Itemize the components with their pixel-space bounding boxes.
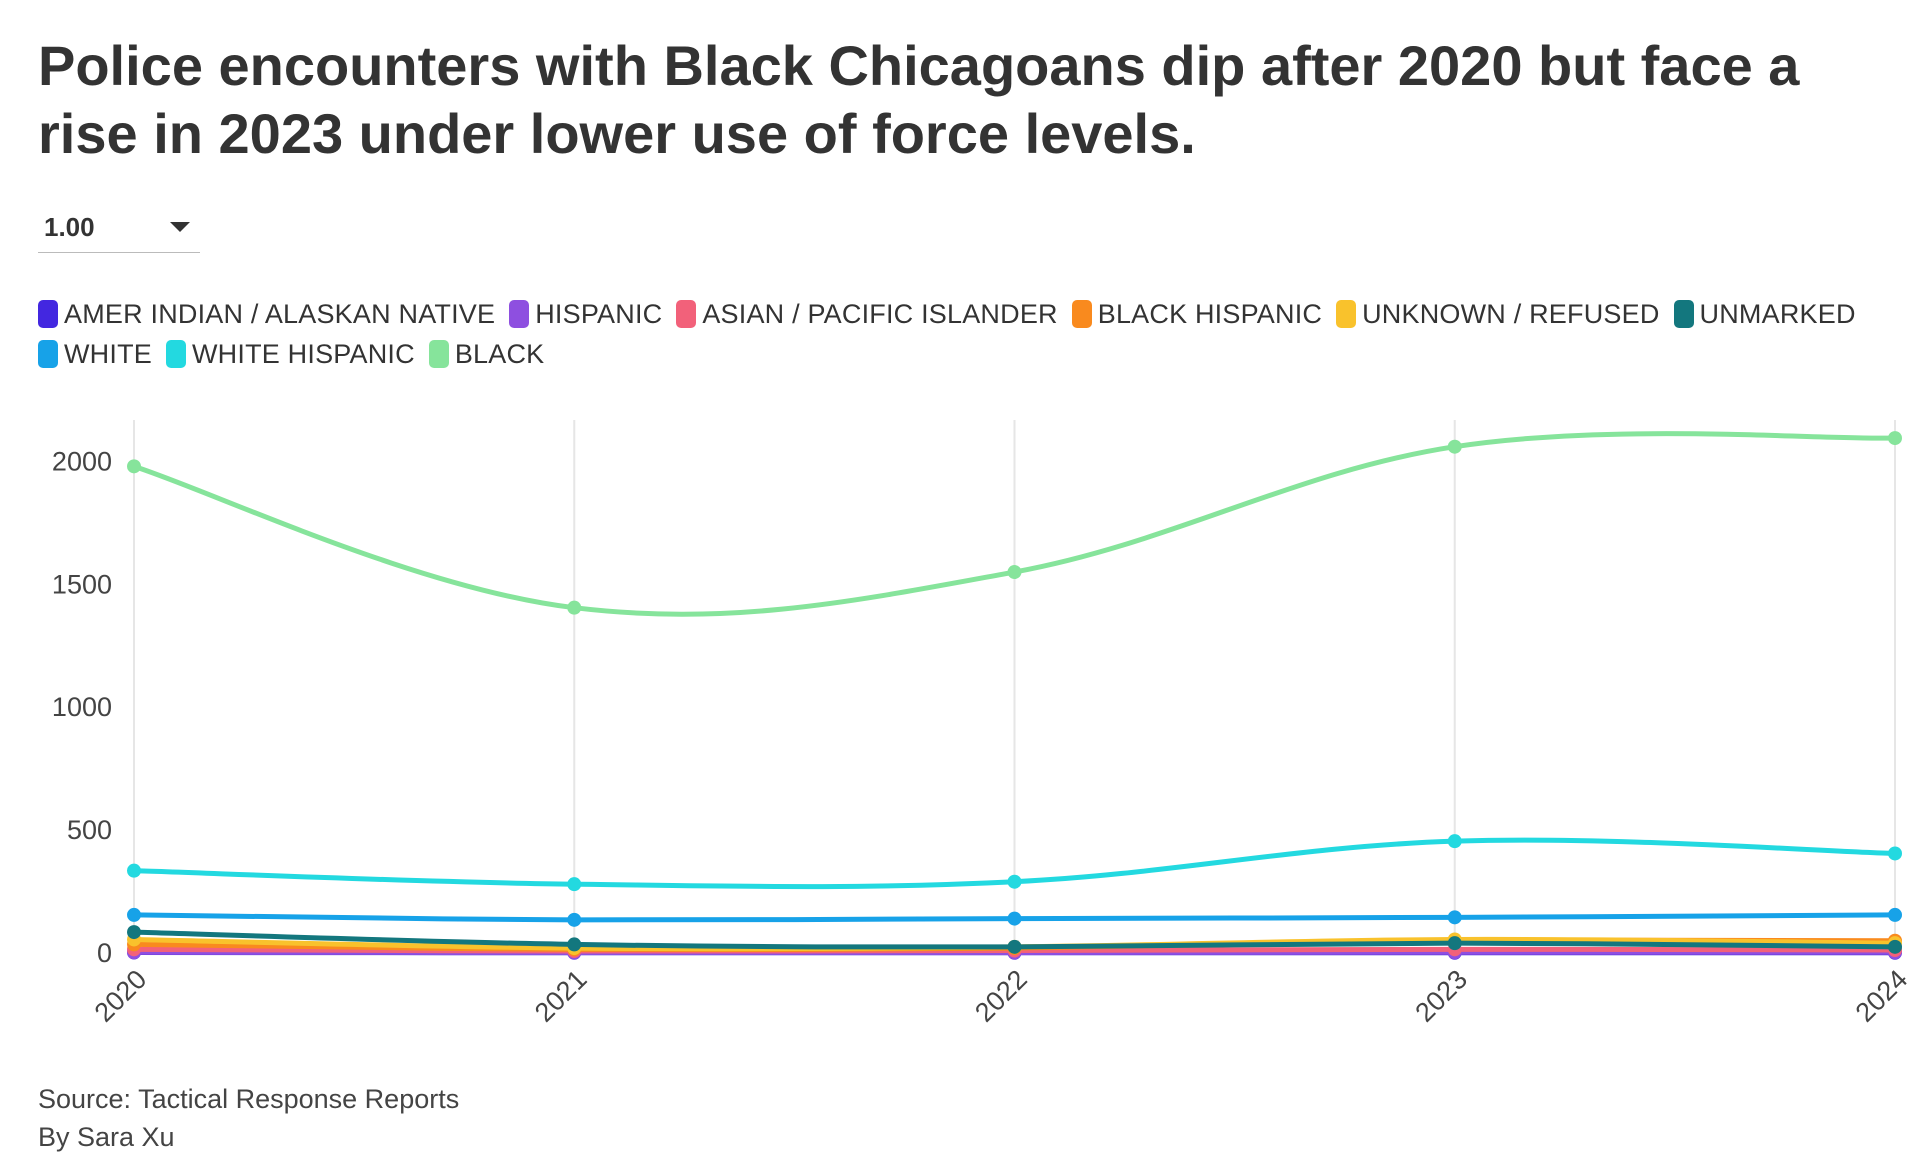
- value-dropdown[interactable]: 1.00: [38, 200, 200, 253]
- y-tick-label: 500: [67, 815, 112, 845]
- legend-item-white[interactable]: WHITE: [38, 338, 152, 370]
- x-tick-label: 2020: [89, 964, 153, 1028]
- line-chart: 0 500 1000 1500 2000 2020 2021 2022 2023 2024: [0, 400, 1930, 1040]
- legend-label: WHITE: [64, 339, 152, 370]
- legend-label: UNMARKED: [1700, 299, 1856, 330]
- data-point-2023[interactable]: [1448, 910, 1462, 924]
- legend-label: BLACK: [455, 339, 545, 370]
- legend-item-black-hispanic[interactable]: BLACK HISPANIC: [1072, 298, 1322, 330]
- legend-label: UNKNOWN / REFUSED: [1362, 299, 1659, 330]
- legend-swatch: [1072, 300, 1092, 328]
- data-point-2021[interactable]: [567, 937, 581, 951]
- legend-item-black[interactable]: BLACK: [429, 338, 545, 370]
- data-point-2023[interactable]: [1448, 834, 1462, 848]
- dropdown-selected-value: 1.00: [44, 212, 95, 243]
- legend-label: WHITE HISPANIC: [192, 339, 415, 370]
- legend-item-amer-indian-alaskan-native[interactable]: AMER INDIAN / ALASKAN NATIVE: [38, 298, 495, 330]
- data-point-2024[interactable]: [1888, 846, 1902, 860]
- data-point-2024[interactable]: [1888, 908, 1902, 922]
- x-tick-label: 2022: [969, 964, 1033, 1028]
- chart-footer: Source: Tactical Response Reports By Sar…: [38, 1080, 459, 1156]
- legend-item-asian-pacific-islander[interactable]: ASIAN / PACIFIC ISLANDER: [676, 298, 1057, 330]
- data-point-2020[interactable]: [127, 908, 141, 922]
- data-point-2022[interactable]: [1008, 940, 1022, 954]
- legend-swatch: [166, 340, 186, 368]
- legend-label: AMER INDIAN / ALASKAN NATIVE: [64, 299, 495, 330]
- grid-lines: [134, 420, 1895, 953]
- data-point-2021[interactable]: [567, 913, 581, 927]
- data-point-2023[interactable]: [1448, 440, 1462, 454]
- legend-swatch: [429, 340, 449, 368]
- data-point-2020[interactable]: [127, 864, 141, 878]
- legend-label: HISPANIC: [535, 299, 662, 330]
- y-tick-label: 1500: [52, 569, 112, 599]
- y-tick-label: 2000: [52, 446, 112, 476]
- x-tick-label: 2023: [1409, 964, 1473, 1028]
- data-point-2022[interactable]: [1008, 565, 1022, 579]
- legend-swatch: [1336, 300, 1356, 328]
- legend-label: BLACK HISPANIC: [1098, 299, 1322, 330]
- legend-swatch: [38, 300, 58, 328]
- data-point-2024[interactable]: [1888, 431, 1902, 445]
- data-point-2024[interactable]: [1888, 940, 1902, 954]
- data-point-2020[interactable]: [127, 925, 141, 939]
- data-point-2021[interactable]: [567, 601, 581, 615]
- legend-item-unknown-refused[interactable]: UNKNOWN / REFUSED: [1336, 298, 1659, 330]
- data-point-2023[interactable]: [1448, 936, 1462, 950]
- legend-swatch: [509, 300, 529, 328]
- legend-item-unmarked[interactable]: UNMARKED: [1674, 298, 1856, 330]
- y-tick-label: 1000: [52, 692, 112, 722]
- legend-item-white-hispanic[interactable]: WHITE HISPANIC: [166, 338, 415, 370]
- chart-title: Police encounters with Black Chicagoans …: [38, 32, 1898, 168]
- y-tick-label: 0: [97, 938, 112, 968]
- byline: By Sara Xu: [38, 1118, 459, 1156]
- legend-swatch: [1674, 300, 1694, 328]
- caret-down-icon: [170, 222, 190, 232]
- x-tick-label: 2021: [529, 964, 593, 1028]
- legend-swatch: [676, 300, 696, 328]
- data-point-2022[interactable]: [1008, 875, 1022, 889]
- chart-legend: AMER INDIAN / ALASKAN NATIVE HISPANIC ASIA…: [38, 298, 1858, 370]
- source-note: Source: Tactical Response Reports: [38, 1080, 459, 1118]
- legend-item-hispanic[interactable]: HISPANIC: [509, 298, 662, 330]
- data-point-2022[interactable]: [1008, 912, 1022, 926]
- data-point-2020[interactable]: [127, 459, 141, 473]
- x-tick-label: 2024: [1850, 964, 1914, 1028]
- legend-label: ASIAN / PACIFIC ISLANDER: [702, 299, 1057, 330]
- data-point-2021[interactable]: [567, 877, 581, 891]
- legend-swatch: [38, 340, 58, 368]
